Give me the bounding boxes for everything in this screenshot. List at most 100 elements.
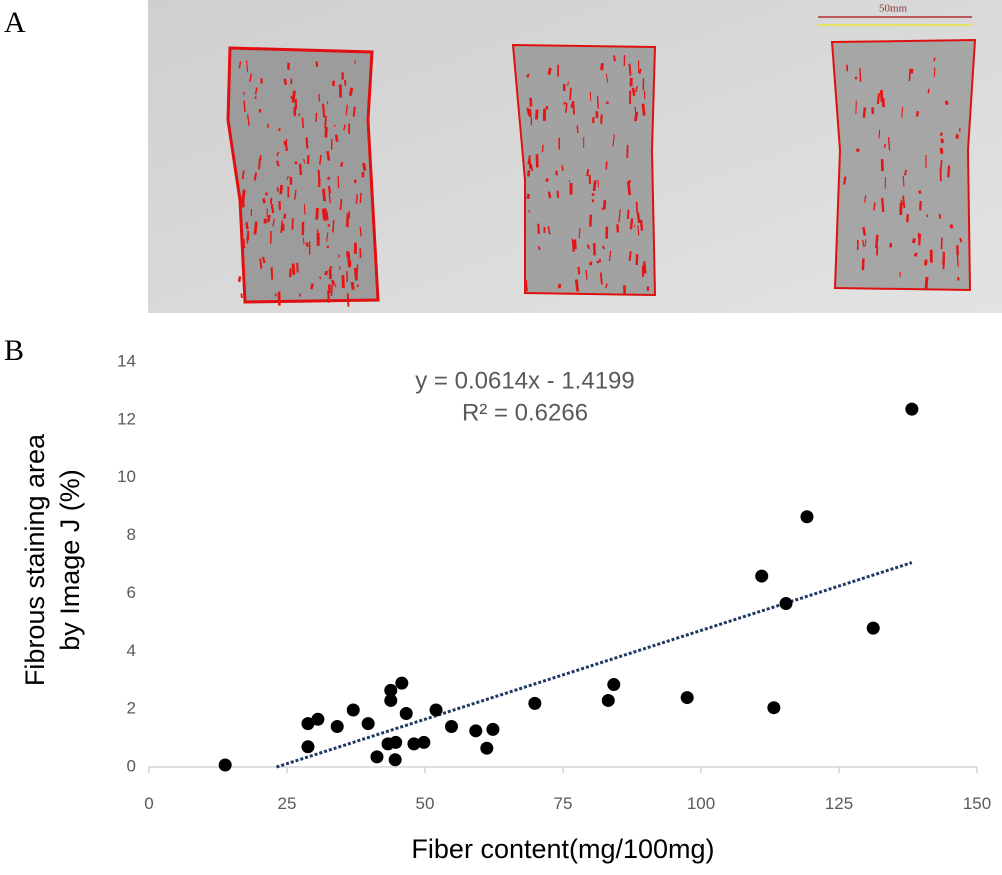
stain xyxy=(321,188,327,202)
stain xyxy=(917,190,922,195)
stain xyxy=(629,218,634,230)
x-tick-label: 100 xyxy=(687,794,715,813)
x-tick-label: 0 xyxy=(144,794,153,813)
stain xyxy=(862,107,867,118)
stain xyxy=(939,132,943,137)
data-point xyxy=(330,720,344,733)
stain xyxy=(864,239,867,247)
stain xyxy=(315,61,319,68)
stain xyxy=(902,195,906,209)
stain xyxy=(270,267,274,280)
stain xyxy=(547,191,552,199)
stain xyxy=(253,221,258,235)
stain xyxy=(537,245,541,251)
stain xyxy=(596,260,600,264)
stain xyxy=(346,213,350,228)
stain xyxy=(529,97,533,107)
data-point xyxy=(346,703,360,717)
stain xyxy=(291,263,296,276)
data-point xyxy=(218,758,232,772)
stain xyxy=(573,239,577,250)
data-point xyxy=(389,735,403,749)
stain xyxy=(862,226,866,236)
stain xyxy=(642,261,647,274)
data-point xyxy=(866,621,880,635)
stain xyxy=(337,254,341,258)
y-tick-label: 2 xyxy=(127,699,136,718)
data-point xyxy=(779,597,793,611)
stain xyxy=(635,201,638,213)
data-point xyxy=(399,706,413,720)
stain xyxy=(555,170,559,176)
stain xyxy=(605,101,610,105)
stain xyxy=(327,223,330,227)
stain xyxy=(918,233,922,246)
data-point xyxy=(417,735,431,749)
stain xyxy=(846,64,849,72)
stain xyxy=(627,209,630,220)
stain xyxy=(557,283,562,289)
y-tick-label: 14 xyxy=(117,351,136,370)
stain xyxy=(245,222,249,230)
stain xyxy=(596,96,599,109)
stain xyxy=(241,189,246,203)
stain xyxy=(527,155,531,165)
stain xyxy=(534,109,539,120)
stain xyxy=(338,266,341,270)
stain xyxy=(586,169,590,177)
stain xyxy=(319,276,322,280)
stain xyxy=(628,63,632,76)
stain xyxy=(334,283,337,288)
stain xyxy=(305,137,309,149)
stain xyxy=(323,207,328,213)
stain xyxy=(864,195,867,203)
stain xyxy=(589,214,593,227)
stain xyxy=(359,192,362,204)
stain xyxy=(353,179,357,184)
stain xyxy=(259,258,263,269)
specimen xyxy=(226,46,380,304)
stain xyxy=(264,192,269,196)
stain xyxy=(933,67,936,77)
stain xyxy=(572,102,576,115)
stain xyxy=(577,266,581,275)
stain xyxy=(254,87,258,95)
data-point xyxy=(486,722,500,736)
stain xyxy=(321,103,326,118)
data-point xyxy=(311,712,325,726)
data-point xyxy=(301,717,315,731)
stain xyxy=(526,73,530,78)
stain xyxy=(262,256,266,264)
stain xyxy=(294,189,297,200)
stain xyxy=(939,168,942,182)
stain xyxy=(956,254,959,267)
stain xyxy=(359,227,362,237)
stain xyxy=(341,275,345,289)
stain xyxy=(310,283,314,290)
x-tick-label: 150 xyxy=(963,794,991,813)
stain xyxy=(927,88,930,94)
stain xyxy=(913,252,918,257)
panel-label: A xyxy=(4,6,26,39)
stain xyxy=(944,100,949,106)
stain xyxy=(585,269,588,280)
data-point xyxy=(370,750,384,764)
data-point xyxy=(607,678,621,692)
stain xyxy=(352,106,356,117)
stain xyxy=(274,293,278,297)
stain xyxy=(939,147,944,154)
data-point xyxy=(528,696,542,710)
stain xyxy=(326,176,331,181)
stain xyxy=(618,209,621,223)
specimen xyxy=(830,38,977,292)
stain xyxy=(272,218,276,227)
y-tick-label: 12 xyxy=(117,409,136,428)
stain xyxy=(537,223,540,234)
y-tick-label: 10 xyxy=(117,467,136,486)
stain xyxy=(283,213,287,219)
stain xyxy=(315,112,318,122)
stain xyxy=(902,175,905,187)
stain xyxy=(348,87,354,96)
stain xyxy=(926,214,929,218)
stain xyxy=(253,172,258,181)
